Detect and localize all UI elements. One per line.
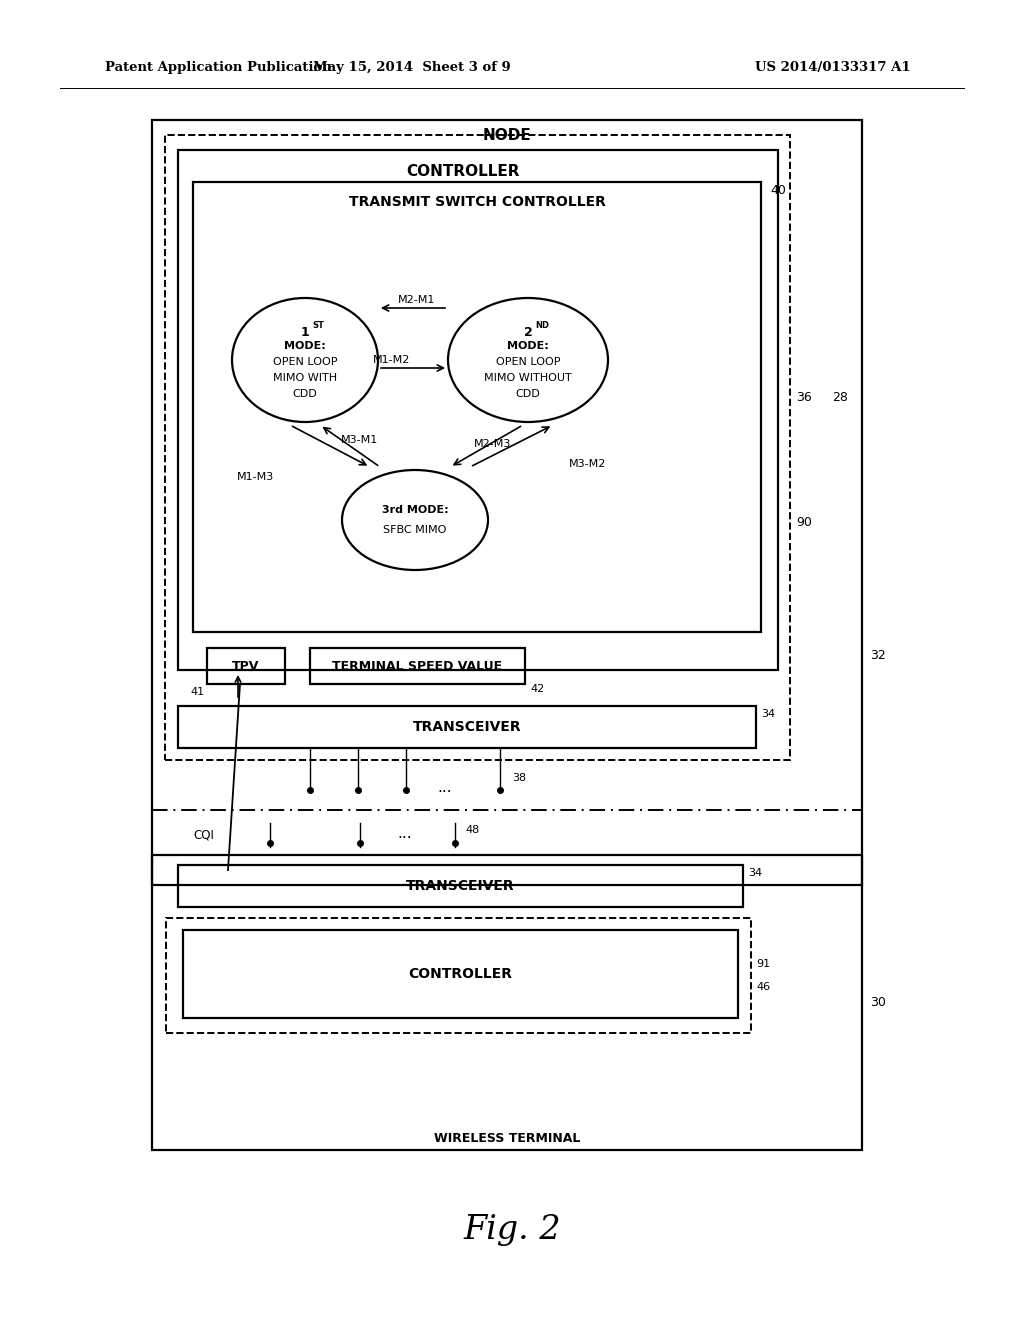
Text: 38: 38 <box>512 774 526 783</box>
Text: 48: 48 <box>465 825 479 836</box>
Text: WIRELESS TERMINAL: WIRELESS TERMINAL <box>434 1131 581 1144</box>
Text: 2: 2 <box>523 326 532 338</box>
Text: M1-M2: M1-M2 <box>373 355 411 366</box>
Text: CONTROLLER: CONTROLLER <box>407 165 520 180</box>
Text: MIMO WITHOUT: MIMO WITHOUT <box>484 374 571 383</box>
Text: MODE:: MODE: <box>284 341 326 351</box>
Text: 30: 30 <box>870 997 886 1008</box>
Bar <box>166 917 751 1034</box>
Bar <box>178 865 743 907</box>
Text: 90: 90 <box>796 516 812 529</box>
Text: 28: 28 <box>831 391 848 404</box>
Text: CDD: CDD <box>516 389 541 399</box>
Text: 40: 40 <box>770 183 785 197</box>
Bar <box>207 648 285 684</box>
Bar <box>165 135 790 760</box>
Bar <box>310 648 525 684</box>
Text: CQI: CQI <box>193 829 214 842</box>
Text: M3-M1: M3-M1 <box>341 436 379 445</box>
Text: M3-M2: M3-M2 <box>569 459 606 469</box>
Text: OPEN LOOP: OPEN LOOP <box>272 356 337 367</box>
Text: ...: ... <box>397 825 413 841</box>
Text: SFBC MIMO: SFBC MIMO <box>383 525 446 535</box>
Text: US 2014/0133317 A1: US 2014/0133317 A1 <box>755 62 910 74</box>
Text: 34: 34 <box>748 869 762 878</box>
Bar <box>152 120 862 884</box>
Text: 1: 1 <box>301 326 309 338</box>
Text: OPEN LOOP: OPEN LOOP <box>496 356 560 367</box>
Text: TRANSCEIVER: TRANSCEIVER <box>413 719 521 734</box>
Text: May 15, 2014  Sheet 3 of 9: May 15, 2014 Sheet 3 of 9 <box>313 62 511 74</box>
Text: TPV: TPV <box>232 660 260 672</box>
Text: Fig. 2: Fig. 2 <box>463 1214 561 1246</box>
Text: Patent Application Publication: Patent Application Publication <box>105 62 332 74</box>
Bar <box>178 706 756 748</box>
Text: CONTROLLER: CONTROLLER <box>409 968 512 981</box>
Text: 46: 46 <box>756 982 770 993</box>
Text: 32: 32 <box>870 649 886 663</box>
Text: NODE: NODE <box>482 128 531 143</box>
Text: TRANSCEIVER: TRANSCEIVER <box>407 879 515 894</box>
Bar <box>183 931 738 1018</box>
Text: 36: 36 <box>796 391 812 404</box>
Bar <box>178 150 778 671</box>
Text: TRANSMIT SWITCH CONTROLLER: TRANSMIT SWITCH CONTROLLER <box>348 195 605 209</box>
Text: 91: 91 <box>756 960 770 969</box>
Text: ND: ND <box>535 321 549 330</box>
Text: M2-M1: M2-M1 <box>397 294 435 305</box>
Text: ST: ST <box>312 321 324 330</box>
Text: 3rd MODE:: 3rd MODE: <box>382 506 449 515</box>
Text: CDD: CDD <box>293 389 317 399</box>
Bar <box>152 855 862 1150</box>
Text: M2-M3: M2-M3 <box>474 440 512 449</box>
Text: ...: ... <box>437 780 453 795</box>
Text: MIMO WITH: MIMO WITH <box>273 374 337 383</box>
Text: M1-M3: M1-M3 <box>237 473 273 482</box>
Text: TERMINAL SPEED VALUE: TERMINAL SPEED VALUE <box>333 660 503 672</box>
Text: 34: 34 <box>761 709 775 719</box>
Text: 41: 41 <box>190 686 205 697</box>
Bar <box>193 182 761 632</box>
Text: MODE:: MODE: <box>507 341 549 351</box>
Text: 42: 42 <box>530 684 544 694</box>
